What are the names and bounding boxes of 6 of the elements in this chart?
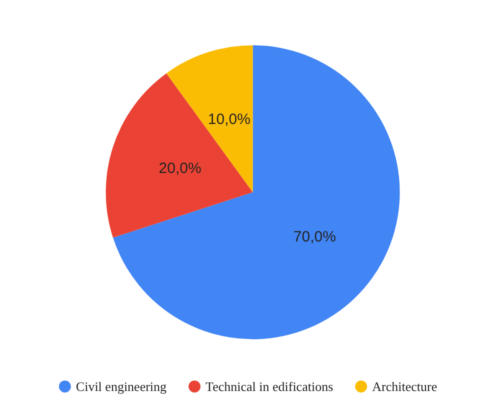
data-label: 10,0% <box>208 110 250 128</box>
legend-label: Technical in edifications <box>206 379 334 394</box>
data-label: 70,0% <box>293 228 336 246</box>
legend-label: Architecture <box>372 379 438 394</box>
data-label: 20,0% <box>158 160 202 178</box>
legend-label: Civil engineering <box>76 379 168 394</box>
